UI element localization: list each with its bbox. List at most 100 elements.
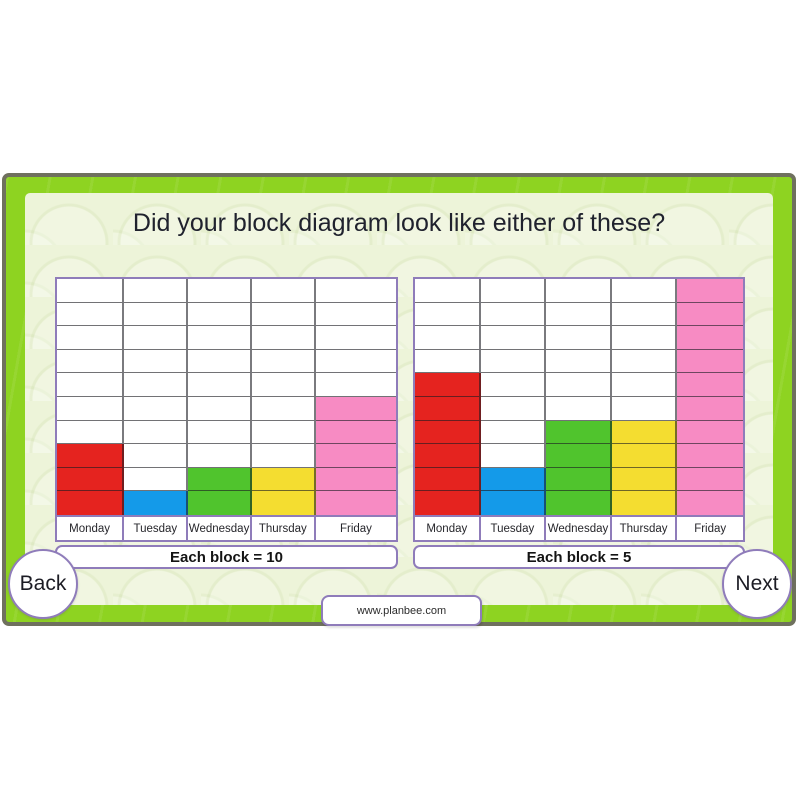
block-cell-filled — [611, 467, 678, 492]
grid-cell — [611, 397, 678, 421]
block-cell-filled — [57, 467, 125, 492]
grid-cell — [415, 349, 481, 374]
chart-grid — [55, 277, 398, 517]
block-cell-filled — [124, 491, 189, 515]
grid-cell — [315, 279, 396, 303]
block-cell-filled — [677, 397, 743, 421]
day-label: Wednesday — [188, 517, 252, 540]
block-cell-filled — [480, 491, 547, 515]
block-cell-filled — [415, 373, 481, 397]
grid-cell — [251, 279, 316, 303]
grid-cell — [251, 420, 316, 445]
block-diagram-each-block-10: Monday Tuesday Wednesday Thursday Friday Eac… — [55, 277, 398, 569]
grid-cell — [480, 279, 547, 303]
grid-cell — [480, 326, 547, 350]
block-cell-filled — [677, 444, 743, 468]
block-cell-filled — [315, 444, 396, 468]
block-cell-filled — [315, 491, 396, 515]
grid-cell — [546, 279, 612, 303]
block-diagram-each-block-5: Monday Tuesday Wednesday Thursday Friday Eac… — [413, 277, 745, 569]
grid-cell — [315, 303, 396, 327]
block-cell-filled — [546, 491, 612, 515]
block-cell-filled — [415, 397, 481, 421]
day-label: Wednesday — [546, 517, 612, 540]
grid-cell — [251, 302, 316, 327]
grid-cell — [546, 373, 612, 397]
day-label: Friday — [315, 517, 396, 540]
block-cell-filled — [546, 420, 612, 445]
planbee-link[interactable]: www.planbee.com — [321, 595, 482, 626]
grid-cell — [251, 444, 316, 468]
grid-cell — [57, 279, 125, 303]
grid-cell — [124, 302, 189, 327]
grid-cell — [57, 302, 125, 327]
day-label: Tuesday — [480, 517, 547, 540]
grid-cell — [480, 302, 547, 327]
block-cell-filled — [315, 420, 396, 445]
grid-cell — [546, 326, 612, 350]
grid-cell — [480, 373, 547, 397]
block-cell-filled — [611, 420, 678, 445]
grid-cell — [188, 397, 252, 421]
grid-cell — [546, 302, 612, 327]
slide: Did your block diagram look like either … — [2, 173, 796, 626]
chart-grid — [413, 277, 745, 517]
block-cell-filled — [188, 467, 252, 492]
grid-cell — [188, 279, 252, 303]
grid-cell — [315, 326, 396, 350]
block-cell-filled — [415, 420, 481, 445]
grid-cell — [251, 326, 316, 350]
block-cell-filled — [480, 467, 547, 492]
grid-cell — [546, 397, 612, 421]
day-label: Friday — [677, 517, 743, 540]
grid-cell — [611, 302, 678, 327]
slide-panel: Did your block diagram look like either … — [25, 193, 773, 605]
chart-caption: Each block = 5 — [413, 545, 745, 569]
grid-cell — [57, 349, 125, 374]
block-cell-filled — [677, 491, 743, 515]
grid-cell — [480, 444, 547, 468]
grid-cell — [57, 420, 125, 445]
grid-cell — [315, 350, 396, 374]
block-cell-filled — [415, 467, 481, 492]
grid-cell — [315, 373, 396, 397]
grid-cell — [480, 349, 547, 374]
block-cell-filled — [546, 467, 612, 492]
day-label: Thursday — [611, 517, 678, 540]
block-cell-filled — [315, 397, 396, 421]
grid-cell — [480, 420, 547, 445]
block-cell-filled — [677, 349, 743, 374]
block-cell-filled — [677, 279, 743, 303]
grid-cell — [480, 397, 547, 421]
grid-cell — [188, 420, 252, 445]
next-button[interactable]: Next — [722, 549, 792, 619]
grid-cell — [124, 373, 189, 397]
grid-cell — [188, 373, 252, 397]
page-title: Did your block diagram look like either … — [132, 209, 666, 237]
day-label: Thursday — [251, 517, 316, 540]
block-cell-filled — [57, 491, 125, 515]
block-cell-filled — [677, 467, 743, 492]
day-labels-row: Monday Tuesday Wednesday Thursday Friday — [55, 515, 398, 542]
grid-cell — [188, 326, 252, 350]
block-cell-filled — [677, 326, 743, 350]
grid-cell — [124, 349, 189, 374]
block-cell-filled — [415, 491, 481, 515]
block-cell-filled — [315, 467, 396, 492]
block-cell-filled — [251, 467, 316, 492]
grid-cell — [251, 397, 316, 421]
grid-cell — [251, 349, 316, 374]
grid-cell — [611, 279, 678, 303]
grid-cell — [611, 373, 678, 397]
grid-cell — [124, 420, 189, 445]
grid-cell — [188, 302, 252, 327]
day-label: Tuesday — [124, 517, 189, 540]
block-cell-filled — [677, 302, 743, 327]
block-cell-filled — [57, 444, 125, 468]
grid-cell — [415, 302, 481, 327]
back-button[interactable]: Back — [8, 549, 78, 619]
grid-cell — [124, 444, 189, 468]
block-cell-filled — [611, 444, 678, 468]
block-cell-filled — [611, 491, 678, 515]
